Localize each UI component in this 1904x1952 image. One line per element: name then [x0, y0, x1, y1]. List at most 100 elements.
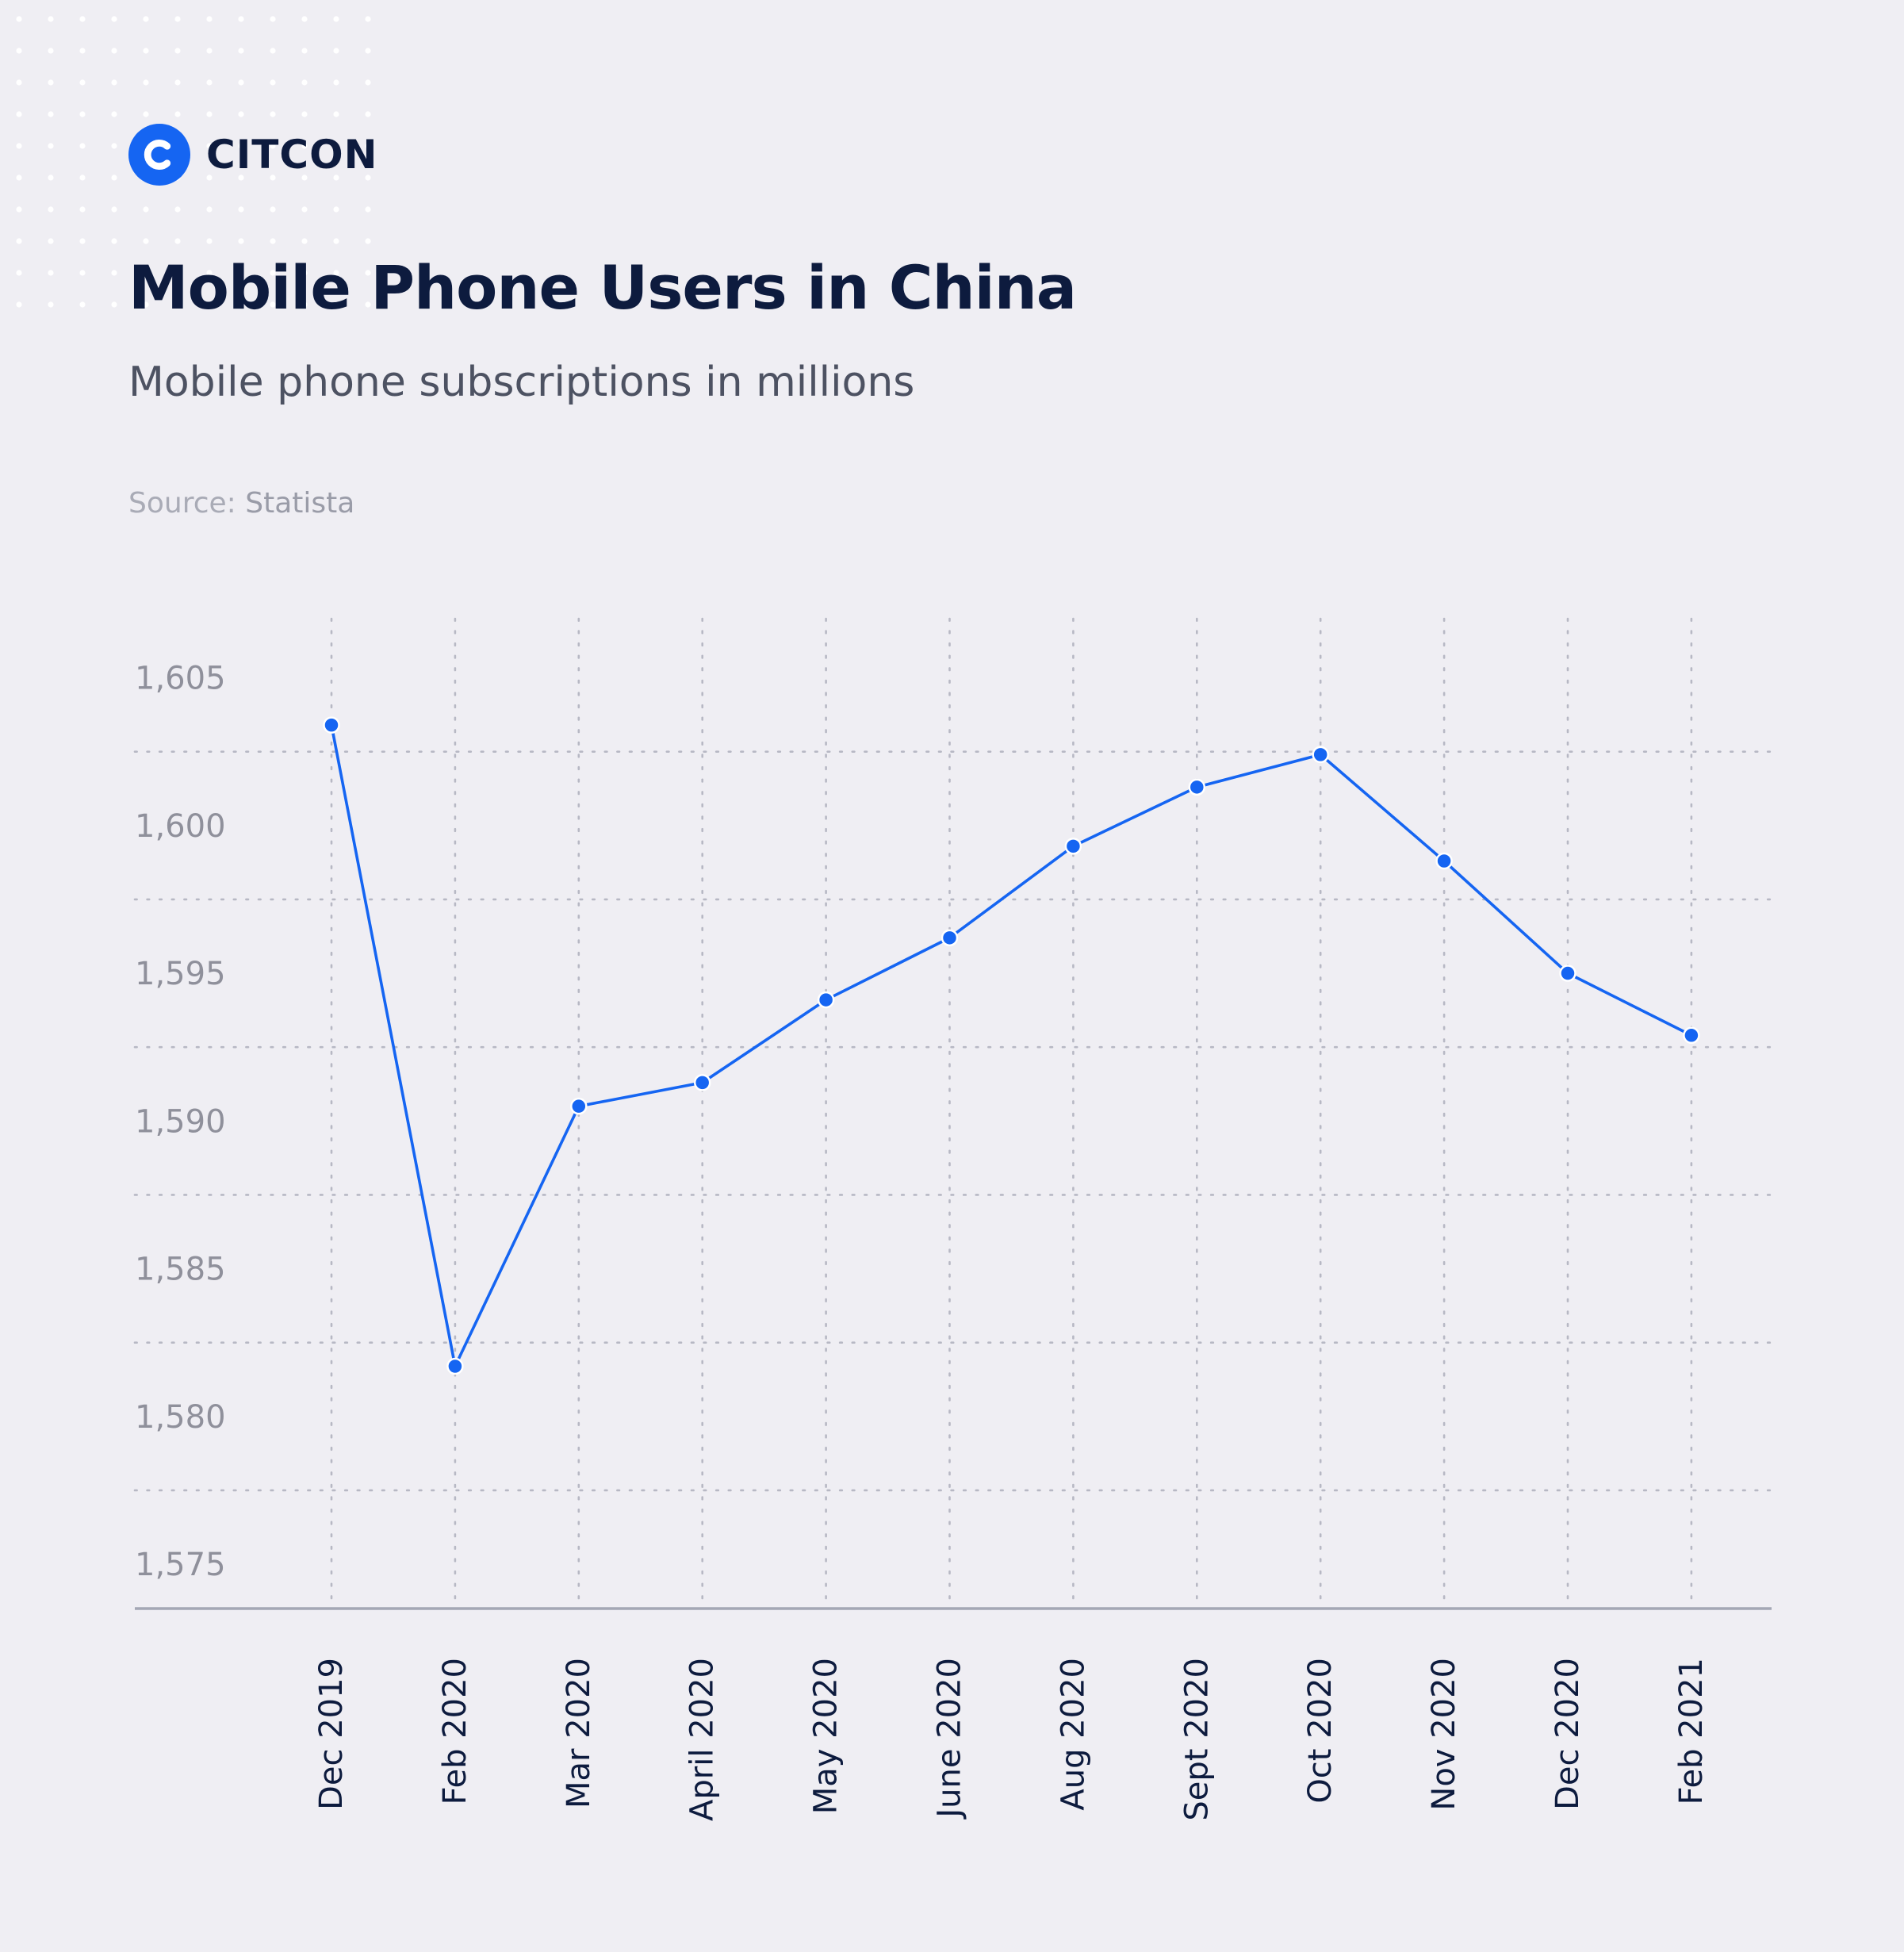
- decor-dot: [333, 48, 339, 54]
- data-point: [941, 929, 959, 947]
- decor-dot: [301, 111, 308, 117]
- decor-dot: [79, 16, 86, 22]
- decor-dot: [48, 48, 54, 54]
- decor-dot: [270, 79, 276, 86]
- decor-dot: [270, 206, 276, 213]
- decor-dot: [270, 301, 276, 308]
- x-tick-label: Sept 2020: [1178, 1658, 1215, 1821]
- y-tick-label: 1,575: [135, 1547, 226, 1583]
- decor-dot: [16, 270, 22, 276]
- decor-dot: [365, 16, 371, 22]
- decor-dot: [333, 206, 339, 213]
- decor-dot: [206, 143, 213, 149]
- y-tick-label: 1,595: [135, 956, 226, 992]
- decor-dot: [333, 301, 339, 308]
- decor-dot: [111, 301, 117, 308]
- decor-dot: [111, 143, 117, 149]
- decor-dot: [48, 238, 54, 244]
- decor-dot: [143, 48, 149, 54]
- decor-dot: [301, 174, 308, 181]
- decor-dot: [48, 301, 54, 308]
- decor-dot: [16, 174, 22, 181]
- decor-dot: [365, 174, 371, 181]
- y-tick-label: 1,605: [135, 661, 226, 697]
- x-tick-label: April 2020: [684, 1658, 721, 1821]
- decor-dot: [238, 174, 244, 181]
- decor-dot: [143, 301, 149, 308]
- brand-logo: CITCON: [128, 124, 377, 186]
- decor-dot: [270, 111, 276, 117]
- decor-dot: [270, 238, 276, 244]
- decor-dot: [301, 238, 308, 244]
- decor-dot: [365, 270, 371, 276]
- decor-dot: [206, 111, 213, 117]
- decor-dot: [174, 48, 181, 54]
- y-axis: 1,575 1,580 1,585 1,590 1,595 1,600 1,605: [135, 661, 226, 1584]
- x-tick-label: Feb 2021: [1673, 1658, 1710, 1804]
- decor-dot: [301, 270, 308, 276]
- decor-dot: [238, 301, 244, 308]
- source-name: Statista: [245, 487, 355, 520]
- data-point: [446, 1357, 464, 1375]
- data-point: [1435, 852, 1453, 870]
- data-point: [1312, 746, 1329, 764]
- decor-dot: [238, 48, 244, 54]
- data-point: [1188, 778, 1206, 796]
- decor-dot: [301, 301, 308, 308]
- x-tick-label: June 2020: [932, 1658, 968, 1820]
- decor-dot: [174, 16, 181, 22]
- decor-dot: [238, 143, 244, 149]
- y-tick-label: 1,600: [135, 808, 226, 845]
- x-tick-label: May 2020: [808, 1658, 845, 1814]
- decor-dot: [206, 270, 213, 276]
- decor-dot: [111, 174, 117, 181]
- decor-dot: [333, 143, 339, 149]
- decor-dot: [333, 238, 339, 244]
- decor-dot: [270, 48, 276, 54]
- decor-dot: [174, 206, 181, 213]
- decor-dot: [301, 143, 308, 149]
- decor-dot: [79, 174, 86, 181]
- chart-subtitle: Mobile phone subscriptions in millions: [128, 359, 915, 406]
- citcon-c-logo-icon: [128, 124, 190, 186]
- decor-dot: [48, 206, 54, 213]
- decor-dot: [301, 48, 308, 54]
- decor-dot: [270, 270, 276, 276]
- decor-dot: [270, 174, 276, 181]
- decor-dot: [238, 16, 244, 22]
- decor-dot: [238, 79, 244, 86]
- decor-dot: [48, 143, 54, 149]
- decor-dot: [48, 174, 54, 181]
- decor-dot: [143, 16, 149, 22]
- decor-dot: [16, 48, 22, 54]
- y-tick-label: 1,590: [135, 1103, 226, 1140]
- decor-dot: [111, 270, 117, 276]
- decor-dot: [79, 270, 86, 276]
- decor-dot: [111, 238, 117, 244]
- decor-dot: [143, 238, 149, 244]
- x-tick-label: Dec 2020: [1550, 1658, 1586, 1810]
- decor-dot: [111, 48, 117, 54]
- decor-dot: [48, 111, 54, 117]
- decor-dot: [16, 206, 22, 213]
- decor-dot: [174, 238, 181, 244]
- decor-dot: [48, 16, 54, 22]
- x-tick-label: Oct 2020: [1302, 1658, 1339, 1804]
- decor-dot: [79, 206, 86, 213]
- data-point: [323, 716, 340, 734]
- brand-name: CITCON: [206, 132, 378, 178]
- data-point: [1559, 964, 1576, 982]
- decor-dot: [174, 111, 181, 117]
- chart-title: Mobile Phone Users in China: [128, 252, 1077, 323]
- decor-dot: [270, 16, 276, 22]
- data-point: [817, 991, 835, 1009]
- decor-dot: [143, 111, 149, 117]
- decor-dot: [365, 79, 371, 86]
- decor-dot: [270, 143, 276, 149]
- decor-dot: [365, 143, 371, 149]
- decor-dot: [143, 270, 149, 276]
- grid-lines: [133, 617, 1772, 1607]
- decor-dot: [333, 270, 339, 276]
- data-point: [1064, 838, 1082, 855]
- decor-dot: [143, 79, 149, 86]
